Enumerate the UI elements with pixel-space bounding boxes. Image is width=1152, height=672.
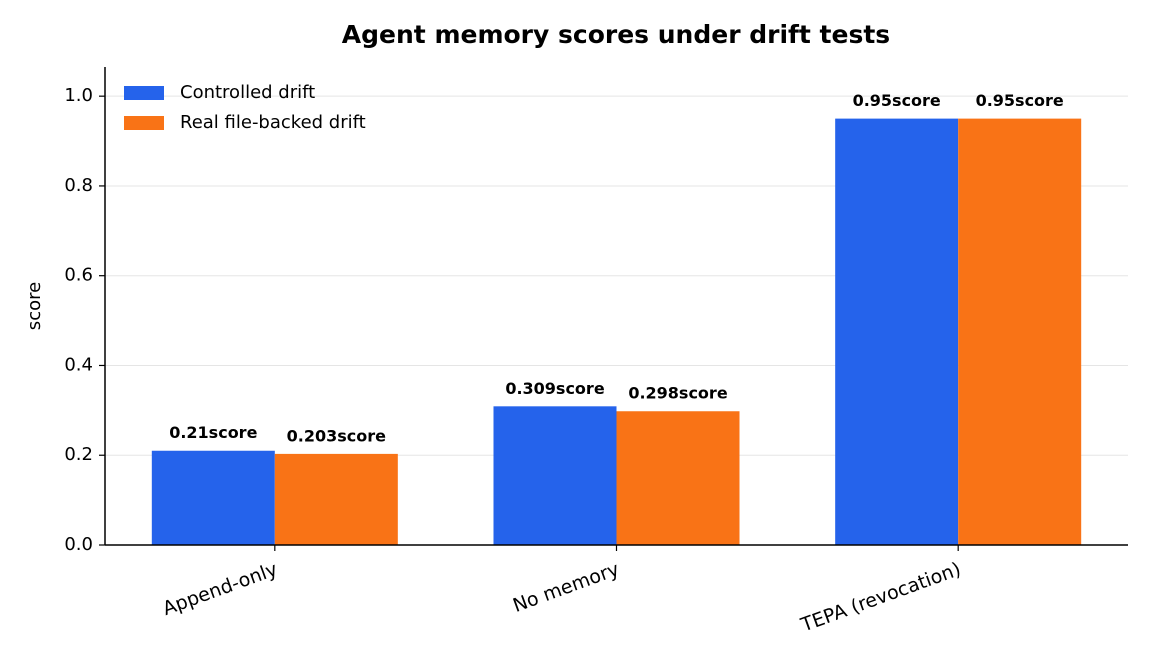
value-label: 0.95score <box>976 91 1064 110</box>
y-tick-label: 0.4 <box>64 354 93 375</box>
y-axis-label: score <box>24 282 45 330</box>
legend-label: Real file-backed drift <box>180 112 366 133</box>
legend-swatch <box>124 116 164 130</box>
legend-label: Controlled drift <box>180 82 315 103</box>
value-label: 0.21score <box>169 423 257 442</box>
bar <box>835 118 959 545</box>
value-label: 0.95score <box>853 91 941 110</box>
value-label: 0.203score <box>287 426 387 445</box>
bar <box>616 411 740 545</box>
bar <box>958 118 1082 545</box>
y-tick-label: 0.6 <box>64 265 93 286</box>
bar <box>493 406 617 545</box>
y-tick-label: 0.8 <box>64 175 93 196</box>
x-tick-label: No memory <box>510 558 622 617</box>
bar <box>151 450 275 545</box>
value-label: 0.298score <box>628 384 728 403</box>
y-tick-label: 0.2 <box>64 444 93 465</box>
x-tick-label: TEPA (revocation) <box>797 558 963 637</box>
y-tick-label: 0.0 <box>64 534 93 555</box>
x-tick-label: Append-only <box>160 558 281 620</box>
legend-swatch <box>124 86 164 100</box>
y-tick-label: 1.0 <box>64 85 93 106</box>
chart-title: Agent memory scores under drift tests <box>342 20 890 49</box>
value-label: 0.309score <box>505 379 605 398</box>
bar <box>274 453 398 545</box>
